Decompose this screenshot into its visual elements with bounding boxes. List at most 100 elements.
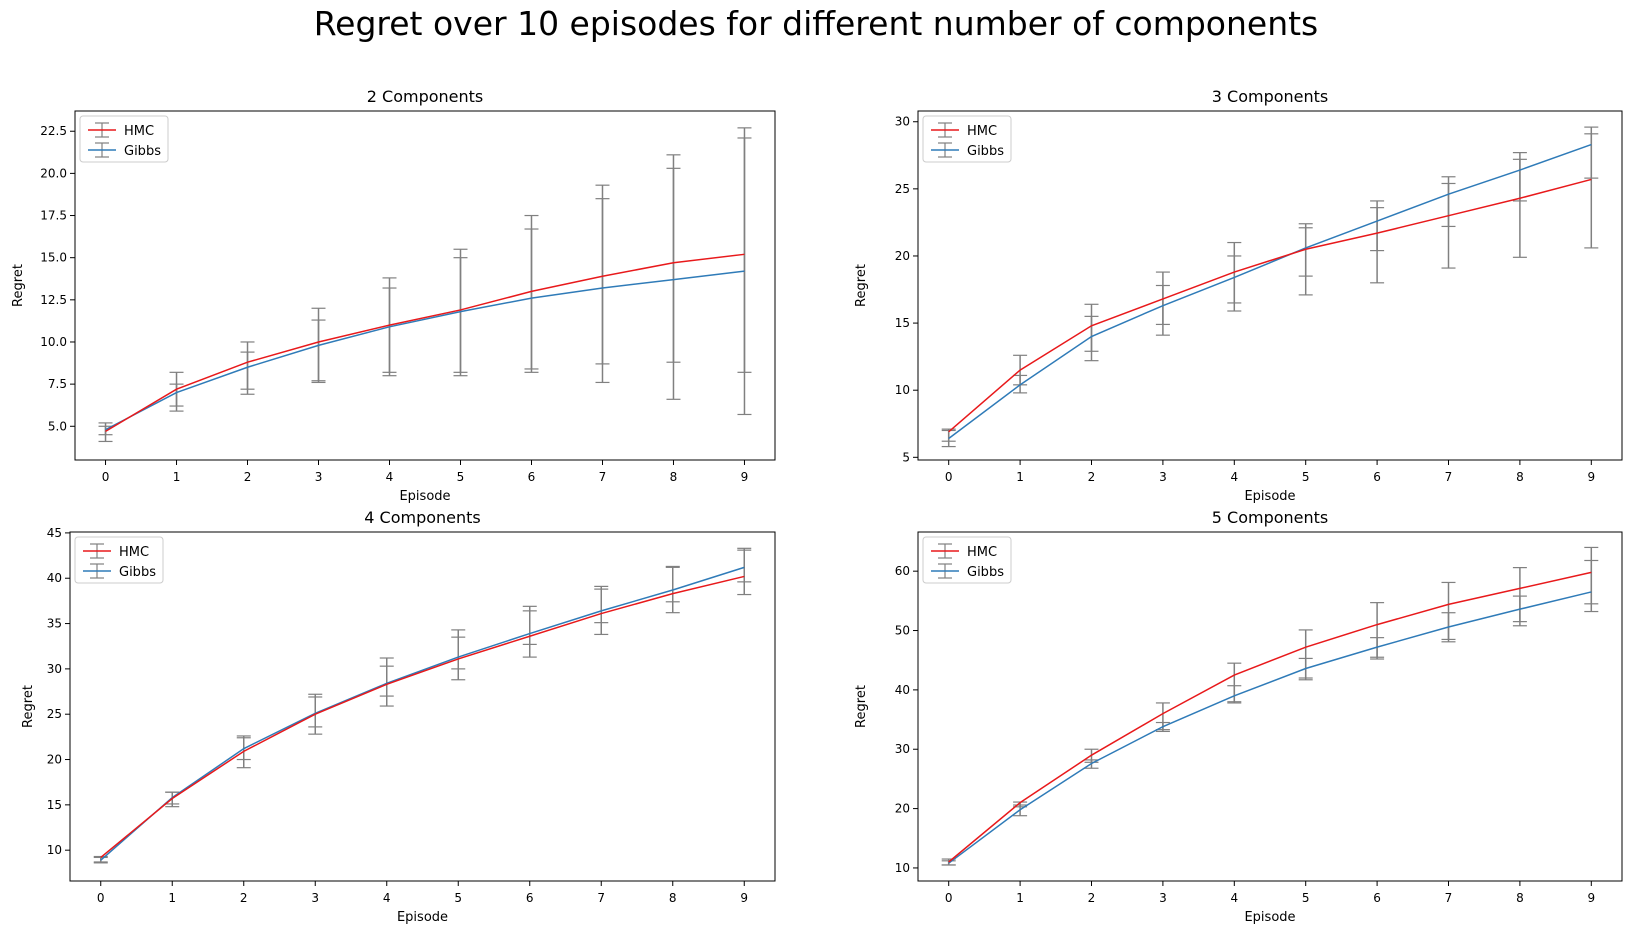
- y-tick-label: 20: [895, 802, 910, 816]
- x-tick-label: 8: [670, 470, 678, 484]
- y-tick-label: 20: [895, 249, 910, 263]
- x-tick-label: 6: [526, 891, 534, 905]
- y-tick-label: 35: [47, 617, 62, 631]
- x-tick-label: 6: [1373, 470, 1381, 484]
- x-tick-label: 8: [1516, 891, 1524, 905]
- legend: HMC Gibbs: [922, 536, 1012, 584]
- legend-label-hmc: HMC: [119, 545, 149, 560]
- series-line-hmc: [105, 253, 745, 432]
- x-tick-label: 0: [945, 891, 953, 905]
- y-tick-label: 12.5: [40, 293, 67, 307]
- x-tick-label: 8: [1516, 470, 1524, 484]
- x-tick-label: 5: [457, 470, 465, 484]
- y-tick-label: 7.5: [48, 377, 67, 391]
- y-axis-label: Regret: [21, 685, 36, 728]
- series-line-hmc: [948, 571, 1592, 863]
- legend: HMC Gibbs: [74, 536, 164, 584]
- y-tick-label: 50: [895, 624, 910, 638]
- y-axis-label: Regret: [11, 264, 26, 307]
- x-tick-label: 0: [945, 470, 953, 484]
- x-tick-label: 1: [1016, 470, 1024, 484]
- plot-frame: [69, 531, 776, 882]
- x-tick-label: 6: [528, 470, 536, 484]
- x-tick-label: 6: [1373, 891, 1381, 905]
- x-tick-label: 0: [97, 891, 105, 905]
- legend: HMC Gibbs: [79, 115, 169, 163]
- y-tick-label: 15.0: [40, 251, 67, 265]
- x-tick-label: 5: [454, 891, 462, 905]
- chart-panel-1: 2 Components 0 1 2 3 4 5 6 7 8 9 5.0 7.5 10.0 12.5 15.0…: [11, 87, 776, 504]
- y-tick-label: 60: [895, 564, 910, 578]
- y-tick-label: 30: [895, 742, 910, 756]
- plot-frame: [74, 110, 776, 461]
- y-tick-label: 10: [895, 861, 910, 875]
- y-tick-label: 45: [47, 526, 62, 540]
- panel-title: 4 Components: [364, 508, 481, 527]
- series-line-gibbs: [948, 143, 1592, 440]
- x-tick-label: 7: [1445, 891, 1453, 905]
- series-line-gibbs: [100, 566, 745, 861]
- y-axis-label: Regret: [854, 685, 869, 728]
- x-tick-label: 4: [383, 891, 391, 905]
- x-tick-label: 8: [669, 891, 677, 905]
- y-tick-label: 20: [47, 753, 62, 767]
- legend-label-hmc: HMC: [967, 545, 997, 560]
- y-tick-label: 15: [47, 798, 62, 812]
- x-tick-label: 2: [244, 470, 252, 484]
- x-tick-label: 4: [1230, 891, 1238, 905]
- legend-label-hmc: HMC: [124, 124, 154, 139]
- x-tick-label: 9: [1587, 891, 1595, 905]
- x-tick-label: 7: [599, 470, 607, 484]
- y-tick-label: 17.5: [40, 209, 67, 223]
- y-tick-label: 15: [895, 316, 910, 330]
- legend: HMC Gibbs: [922, 115, 1012, 163]
- x-tick-label: 3: [1159, 470, 1167, 484]
- x-axis-label: Episode: [1244, 489, 1295, 504]
- y-tick-label: 25: [895, 182, 910, 196]
- legend-label-gibbs: Gibbs: [967, 144, 1004, 159]
- panel-title: 3 Components: [1212, 87, 1329, 106]
- x-tick-label: 2: [1088, 891, 1096, 905]
- legend-label-gibbs: Gibbs: [967, 565, 1004, 580]
- x-tick-label: 9: [741, 470, 749, 484]
- y-axis-label: Regret: [854, 264, 869, 307]
- legend-label-hmc: HMC: [967, 124, 997, 139]
- x-axis-label: Episode: [1244, 910, 1295, 925]
- x-tick-label: 2: [240, 891, 248, 905]
- x-tick-label: 9: [1587, 470, 1595, 484]
- x-tick-label: 4: [1230, 470, 1238, 484]
- y-tick-label: 5.0: [48, 419, 67, 433]
- series-line-hmc: [948, 178, 1592, 433]
- plot-frame: [917, 110, 1623, 461]
- panel-title: 2 Components: [367, 87, 484, 106]
- x-tick-label: 0: [102, 470, 110, 484]
- series-line-hmc: [100, 575, 745, 859]
- figure-title: Regret over 10 episodes for different nu…: [314, 4, 1319, 43]
- chart-panel-2: 3 Components 0 1 2 3 4 5 6 7 8 9 5 10 15 20 25 30 Episode…: [854, 87, 1623, 504]
- y-tick-label: 10.0: [40, 335, 67, 349]
- x-tick-label: 5: [1302, 470, 1310, 484]
- x-tick-label: 3: [1159, 891, 1167, 905]
- x-tick-label: 9: [740, 891, 748, 905]
- x-axis-label: Episode: [397, 910, 448, 925]
- panel-title: 5 Components: [1212, 508, 1329, 527]
- x-axis-label: Episode: [399, 489, 450, 504]
- x-tick-label: 5: [1302, 891, 1310, 905]
- legend-label-gibbs: Gibbs: [119, 565, 156, 580]
- series-line-gibbs: [948, 591, 1592, 864]
- x-tick-label: 3: [311, 891, 319, 905]
- y-tick-label: 5: [902, 450, 910, 464]
- y-tick-label: 30: [47, 662, 62, 676]
- y-tick-label: 10: [47, 843, 62, 857]
- plot-frame: [917, 531, 1623, 882]
- chart-panel-4: 5 Components 0 1 2 3 4 5 6 7 8 9 10 20 30 40 50 60 Episod…: [854, 508, 1623, 925]
- legend-label-gibbs: Gibbs: [124, 144, 161, 159]
- y-tick-label: 22.5: [40, 124, 67, 138]
- x-tick-label: 1: [168, 891, 176, 905]
- y-tick-label: 40: [895, 683, 910, 697]
- x-tick-label: 2: [1088, 470, 1096, 484]
- x-tick-label: 4: [386, 470, 394, 484]
